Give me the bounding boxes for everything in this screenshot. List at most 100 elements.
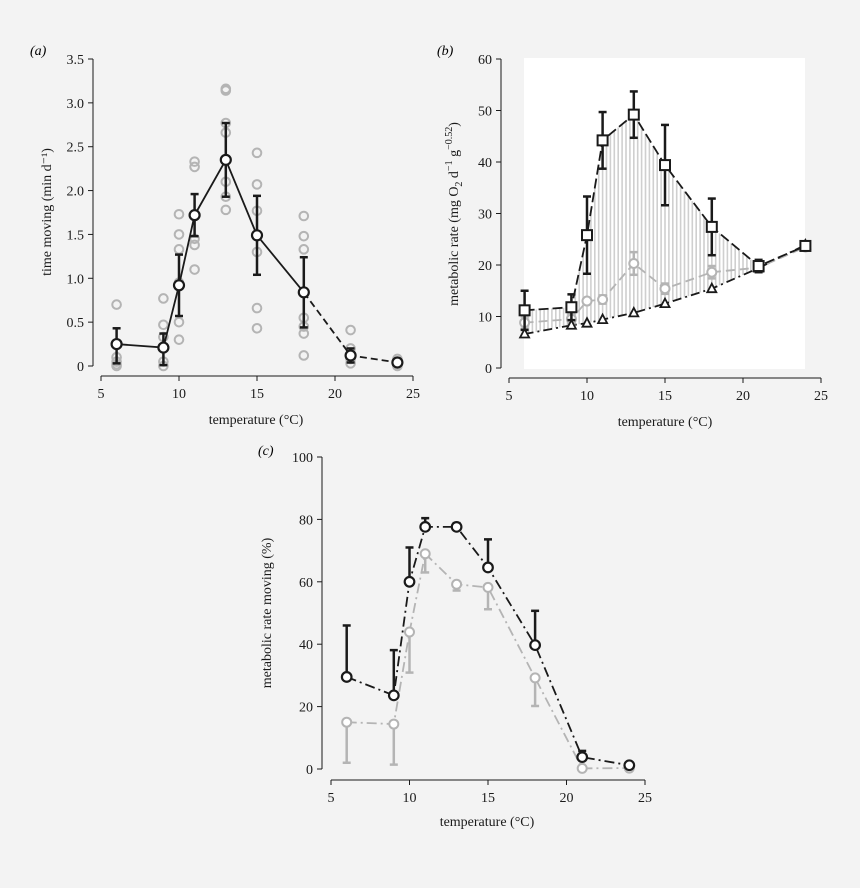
panel-b-resting-point: [659, 296, 671, 309]
panel-a-mean-point: [250, 229, 264, 242]
panel-a-mean-point: [344, 349, 357, 362]
panel-b-resting-line: [524, 244, 806, 335]
panel-c-black-point: [482, 561, 494, 574]
panel-a-individual-point: [189, 161, 200, 173]
panel-a-individual-point: [173, 229, 185, 240]
panel-b-total-point: [659, 159, 671, 172]
panel-a: (a) temperature (°C) time moving (min d⁻…: [30, 44, 420, 428]
panel-b: (b) temperature (°C) metabolic rate (mg …: [437, 44, 828, 430]
panel-c-black-point: [403, 575, 416, 588]
panel-a-y-tick-label: 0: [77, 360, 84, 375]
panel-c-black-point: [340, 671, 353, 683]
panel-a-individual-point: [158, 319, 169, 331]
panel-c-grey-point: [419, 548, 431, 560]
panel-b-total-point: [565, 301, 578, 314]
panel-c-grey-point: [576, 762, 588, 774]
panel-b-total-point: [596, 134, 609, 147]
panel-a-y-tick-label: 3.0: [67, 97, 85, 112]
panel-c-xlabel: temperature (°C): [440, 815, 535, 830]
panel-b-x-tick-label: 10: [580, 389, 594, 404]
panel-c-black-point: [419, 520, 432, 533]
panel-b-x-tick-label: 25: [814, 389, 828, 404]
panel-b-total-point: [705, 220, 718, 233]
panel-b-total-point: [627, 108, 640, 121]
panel-b-total-point: [581, 229, 593, 242]
panel-b-ylabel: metabolic rate (mg O2 d−1 g−0.52): [444, 122, 465, 306]
panel-c-y-tick-label: 40: [299, 638, 313, 653]
panel-a-y-tick-label: 0.5: [67, 316, 85, 331]
panel-b-routine-point: [706, 266, 718, 278]
panel-c-x-tick-label: 10: [403, 791, 417, 806]
panel-a-mean-point: [157, 341, 170, 354]
panel-c-black-point: [450, 520, 463, 533]
panel-a-y-tick-label: 1.0: [67, 272, 85, 287]
panel-a-individual-point: [298, 244, 310, 255]
panel-c-grey-point: [529, 672, 541, 684]
panel-c-label: (c): [258, 444, 274, 459]
panel-a-individual-point: [298, 350, 310, 361]
panel-b-total-point: [799, 239, 812, 252]
panel-b-x-tick-label: 15: [658, 389, 672, 404]
panel-a-individual-point: [220, 85, 232, 96]
panel-a-individual-point: [298, 210, 310, 222]
panel-b-xlabel: temperature (°C): [618, 415, 713, 430]
panel-a-mean-line: [116, 157, 305, 349]
panel-c-black-point: [387, 689, 400, 702]
panel-a-mean-point: [172, 279, 186, 292]
panel-b-y-tick-label: 60: [478, 53, 492, 68]
panel-c-x-tick-label: 5: [328, 791, 335, 806]
panel-a-individual-point: [251, 302, 263, 314]
panel-a-individual-point: [298, 328, 310, 339]
panel-c-y-tick-label: 20: [299, 701, 313, 716]
panel-b-resting-point: [627, 305, 640, 318]
panel-a-mean-point: [219, 153, 232, 166]
panel-b-y-tick-label: 10: [478, 311, 492, 326]
panel-c-ylabel: metabolic rate moving (%): [260, 537, 275, 688]
panel-a-individual-point: [345, 324, 356, 336]
panel-a-y-tick-label: 3.5: [67, 53, 85, 68]
panel-a-mean-point: [297, 286, 310, 299]
panel-c-black-point: [623, 759, 636, 772]
panel-b-resting-point: [596, 312, 609, 324]
panel-b-total-point: [752, 260, 765, 273]
panel-a-individual-point: [173, 334, 185, 345]
panel-b-y-tick-label: 30: [478, 208, 492, 223]
panel-a-individual-point: [220, 204, 232, 216]
panel-a-individual-point: [189, 156, 200, 167]
panel-a-individual-point: [173, 208, 185, 220]
panel-c: (c) temperature (°C) metabolic rate movi…: [258, 444, 652, 830]
panel-c-y-tick-label: 60: [299, 576, 313, 591]
panel-a-individual-point: [189, 264, 200, 275]
panel-a-label: (a): [30, 44, 47, 59]
panel-b-x-tick-label: 5: [506, 389, 513, 404]
panel-b-x-tick-label: 20: [736, 389, 750, 404]
panel-a-x-tick-label: 20: [328, 387, 342, 402]
panel-a-y-tick-label: 2.5: [67, 141, 85, 156]
panel-c-black-line: [346, 525, 630, 767]
panel-b-routine-point: [628, 257, 640, 269]
panel-b-total-point: [518, 304, 531, 317]
panel-b-y-tick-label: 20: [478, 259, 492, 274]
panel-b-routine-point: [659, 283, 671, 295]
panel-b-y-tick-label: 0: [485, 362, 492, 377]
panel-c-y-tick-label: 0: [306, 763, 313, 778]
panel-a-individual-point: [298, 230, 310, 242]
panel-a-individual-point: [251, 322, 263, 334]
panel-b-y-tick-label: 50: [478, 105, 492, 120]
panel-a-individual-point: [173, 244, 185, 255]
panel-a-ylabel: time moving (min d⁻¹): [40, 148, 55, 276]
panel-c-grey-point: [341, 716, 353, 728]
panel-b-resting-point: [518, 327, 531, 339]
panel-a-xlabel: temperature (°C): [209, 413, 304, 428]
panel-a-y-tick-label: 1.5: [67, 228, 85, 243]
panel-a-individual-point: [173, 316, 185, 328]
panel-a-individual-point: [251, 179, 263, 190]
panel-a-mean-point: [110, 337, 123, 351]
panel-c-grey-point: [404, 626, 415, 638]
panel-b-y-tick-label: 40: [478, 156, 492, 171]
panel-a-individual-point: [251, 147, 263, 159]
panel-b-resting-point: [565, 318, 578, 330]
panel-b-routine-point: [581, 295, 593, 307]
panel-c-x-tick-label: 15: [481, 791, 495, 806]
